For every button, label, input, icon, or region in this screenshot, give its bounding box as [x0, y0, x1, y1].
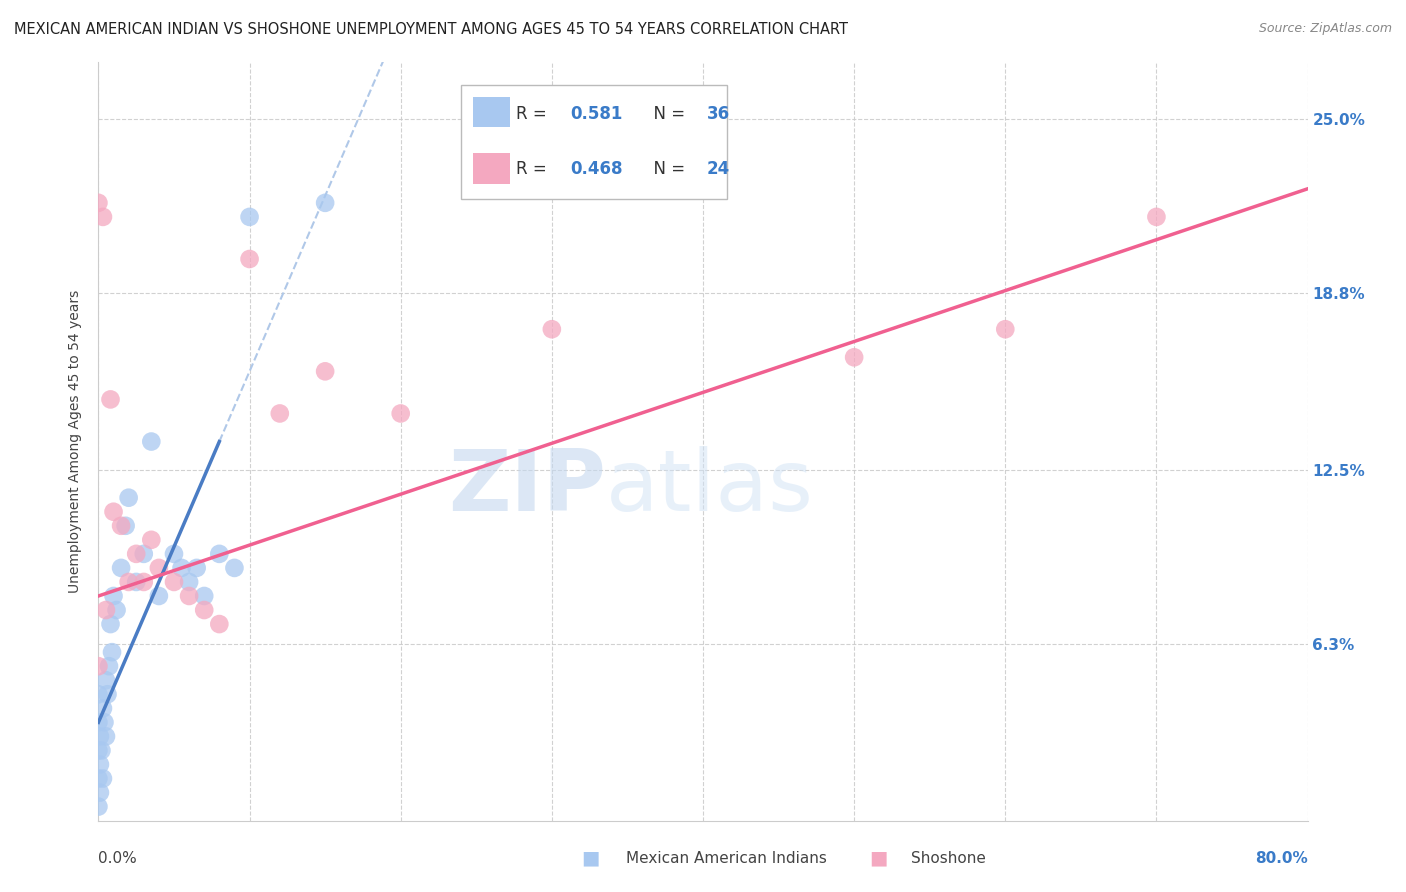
Point [148, 589, 170, 603]
Point [89, 786, 111, 800]
Point [179, 589, 201, 603]
Point [94, 603, 117, 617]
Point [389, 407, 412, 421]
Point [163, 574, 186, 589]
Text: ■: ■ [581, 848, 600, 868]
Text: 0.581: 0.581 [569, 105, 623, 123]
Point [87, 715, 110, 730]
Point [89, 757, 111, 772]
Point [87, 195, 110, 210]
Point [114, 518, 136, 533]
Text: 80.0%: 80.0% [1254, 851, 1308, 866]
Text: 0.468: 0.468 [569, 160, 623, 178]
Point [269, 407, 291, 421]
Point [87, 772, 110, 786]
Text: ■: ■ [869, 848, 889, 868]
Text: 24: 24 [707, 160, 730, 178]
Text: Mexican American Indians: Mexican American Indians [626, 851, 827, 865]
Point [844, 351, 866, 365]
Point [314, 195, 336, 210]
Point [94, 730, 117, 744]
Text: Source: ZipAtlas.com: Source: ZipAtlas.com [1258, 22, 1392, 36]
Point [132, 574, 155, 589]
Bar [474, 153, 509, 184]
Point [540, 322, 562, 336]
Point [125, 547, 148, 561]
Point [110, 518, 132, 533]
Point [105, 603, 128, 617]
Point [193, 589, 215, 603]
Point [224, 561, 246, 575]
Point [170, 561, 193, 575]
Text: R =: R = [516, 105, 551, 123]
Point [98, 659, 121, 673]
Point [87, 743, 110, 757]
Point [208, 547, 231, 561]
Text: 36: 36 [707, 105, 730, 123]
FancyBboxPatch shape [461, 85, 727, 199]
Point [239, 210, 262, 224]
Point [179, 574, 201, 589]
Point [103, 505, 125, 519]
Point [110, 561, 132, 575]
Bar [474, 96, 509, 127]
Point [87, 659, 110, 673]
Point [103, 589, 125, 603]
Text: MEXICAN AMERICAN INDIAN VS SHOSHONE UNEMPLOYMENT AMONG AGES 45 TO 54 YEARS CORRE: MEXICAN AMERICAN INDIAN VS SHOSHONE UNEM… [14, 22, 848, 37]
Point [100, 392, 122, 407]
Point [1146, 210, 1168, 224]
Point [87, 799, 110, 814]
Point [148, 561, 170, 575]
Point [141, 434, 163, 449]
Text: ZIP: ZIP [449, 445, 606, 529]
Point [101, 645, 124, 659]
Point [118, 491, 141, 505]
Point [93, 715, 115, 730]
Point [186, 561, 208, 575]
Point [91, 701, 114, 715]
Point [91, 210, 114, 224]
Point [125, 574, 148, 589]
Point [94, 673, 117, 688]
Point [87, 687, 110, 701]
Point [91, 772, 114, 786]
Y-axis label: Unemployment Among Ages 45 to 54 years: Unemployment Among Ages 45 to 54 years [69, 290, 83, 593]
Point [89, 730, 111, 744]
Text: 0.0%: 0.0% [98, 851, 138, 866]
Text: N =: N = [643, 160, 690, 178]
Text: N =: N = [643, 105, 690, 123]
Point [239, 252, 262, 266]
Text: R =: R = [516, 160, 551, 178]
Point [208, 617, 231, 632]
Point [163, 547, 186, 561]
Point [90, 743, 112, 757]
Text: atlas: atlas [606, 445, 814, 529]
Point [193, 603, 215, 617]
Point [994, 322, 1017, 336]
Point [96, 687, 118, 701]
Point [132, 547, 155, 561]
Text: Shoshone: Shoshone [911, 851, 986, 865]
Point [118, 574, 141, 589]
Point [314, 364, 336, 378]
Point [100, 617, 122, 632]
Point [141, 533, 163, 547]
